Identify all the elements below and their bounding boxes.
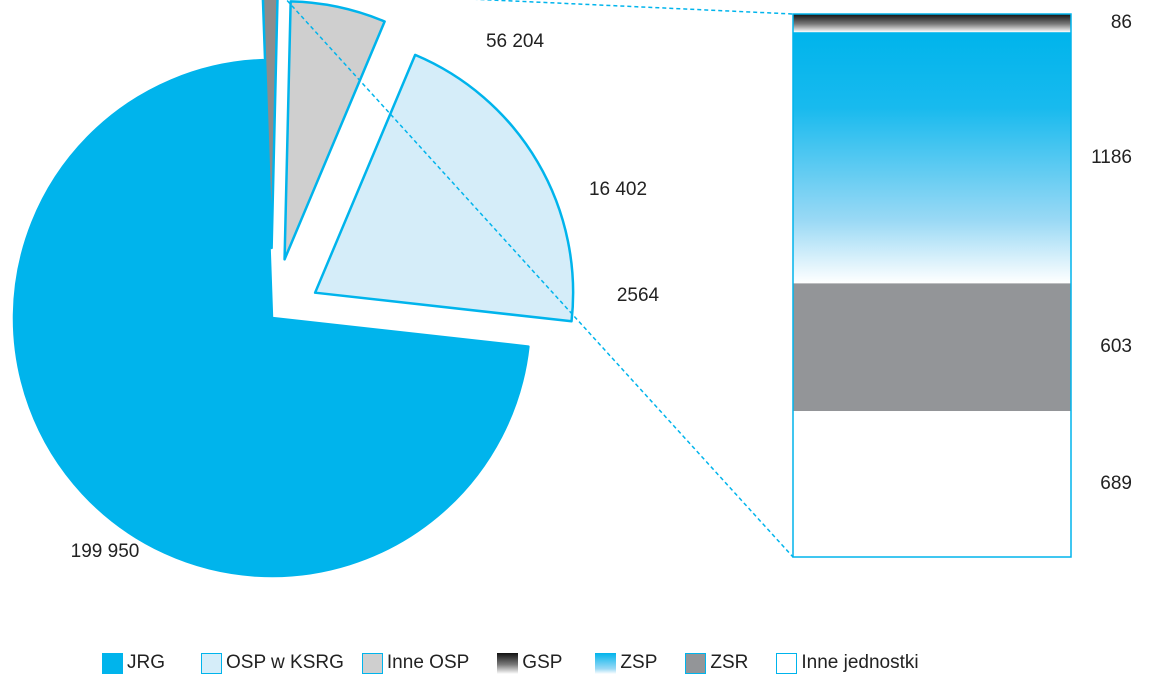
pie-slice-jrg	[12, 58, 530, 578]
legend-item-zsr: ZSR	[685, 652, 748, 674]
legend-label: ZSP	[620, 652, 658, 673]
legend-swatch-zsp	[595, 652, 617, 674]
pie-value-label-jrg: 199 950	[71, 541, 140, 562]
pie-slice-inne	[261, 0, 279, 250]
connector-line-top	[475, 0, 794, 15]
bar-value-label-gsp: 86	[1111, 12, 1132, 33]
bar-value-label-zsr: 603	[1100, 336, 1132, 357]
legend-swatch-zsr	[685, 652, 707, 674]
legend-label: GSP	[522, 652, 563, 673]
legend-swatch-inne-jednostki	[776, 652, 798, 674]
legend-item-inne-jednostki: Inne jednostki	[776, 652, 919, 674]
legend-swatch-inne-osp	[361, 652, 383, 674]
legend-item-inne-osp: Inne OSP	[361, 652, 470, 674]
legend-label: Inne OSP	[386, 652, 470, 673]
legend-label: OSP w KSRG	[226, 652, 344, 673]
bar-segment-zsp	[793, 32, 1071, 284]
bar-value-label-zsp: 1186	[1091, 147, 1132, 168]
bar-outline	[792, 13, 1072, 558]
chart-legend: JRG OSP w KSRG Inne OSP GSP ZSP ZSR Inne jedno…	[102, 651, 919, 675]
legend-item-zsp: ZSP	[595, 652, 657, 674]
legend-swatch-osp-w-ksrg	[201, 652, 222, 674]
connector-line-bottom	[285, 0, 794, 558]
legend-label: JRG	[127, 652, 165, 673]
legend-item-gsp: GSP	[497, 652, 562, 674]
pie-value-label-inne: 2564	[617, 285, 660, 306]
stacked-bar-chart	[792, 13, 1072, 558]
bar-segment-inne-jednostki	[793, 411, 1071, 557]
bar-segment-gsp	[793, 14, 1071, 33]
legend-item-osp-w-ksrg: OSP w KSRG	[201, 652, 344, 674]
legend-label: ZSR	[710, 652, 749, 673]
bar-segment-zsr	[793, 283, 1071, 412]
value-labels: 199 950 56 204 16 402 2564 86 1186 603 689	[71, 12, 1132, 562]
pie-value-label-osp-w-ksrg: 56 204	[486, 31, 545, 52]
legend-item-jrg: JRG	[102, 652, 165, 674]
pie-value-label-inne-osp: 16 402	[589, 179, 647, 200]
pie-slice-inne-osp	[283, 0, 386, 261]
legend-swatch-jrg	[102, 652, 123, 674]
legend-label: Inne jednostki	[801, 652, 919, 673]
connector-lines	[285, 0, 794, 558]
pie-slice-osp-w-ksrg	[313, 53, 575, 323]
bar-value-label-inne-jednostki: 689	[1100, 473, 1132, 494]
pie-chart	[12, 0, 575, 578]
legend-swatch-gsp	[497, 652, 519, 674]
